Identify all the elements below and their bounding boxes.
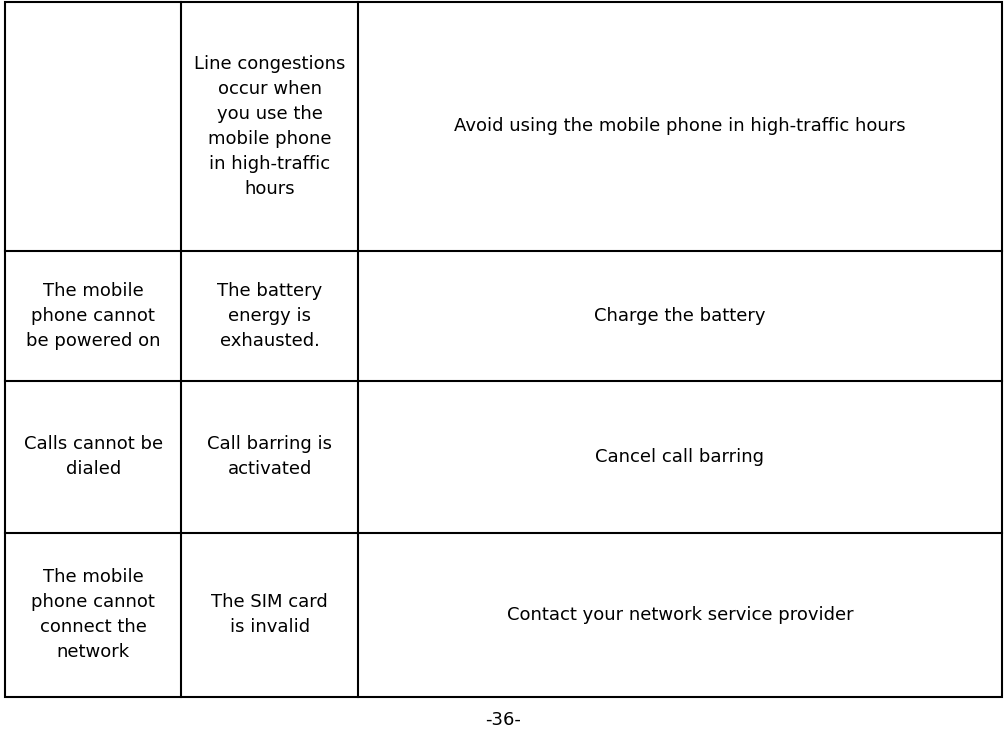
Text: Avoid using the mobile phone in high-traffic hours: Avoid using the mobile phone in high-tra…: [454, 118, 905, 135]
Text: -36-: -36-: [485, 711, 522, 729]
Text: Calls cannot be
dialed: Calls cannot be dialed: [24, 435, 163, 478]
Text: Line congestions
occur when
you use the
mobile phone
in high-traffic
hours: Line congestions occur when you use the …: [194, 55, 345, 198]
Text: The battery
energy is
exhausted.: The battery energy is exhausted.: [218, 282, 322, 350]
Text: Contact your network service provider: Contact your network service provider: [507, 606, 853, 624]
Text: Call barring is
activated: Call barring is activated: [207, 435, 332, 478]
Text: Charge the battery: Charge the battery: [594, 307, 765, 325]
Text: Cancel call barring: Cancel call barring: [595, 448, 764, 466]
Text: The mobile
phone cannot
be powered on: The mobile phone cannot be powered on: [26, 282, 160, 350]
Text: The SIM card
is invalid: The SIM card is invalid: [211, 593, 328, 636]
Text: The mobile
phone cannot
connect the
network: The mobile phone cannot connect the netw…: [31, 568, 155, 661]
